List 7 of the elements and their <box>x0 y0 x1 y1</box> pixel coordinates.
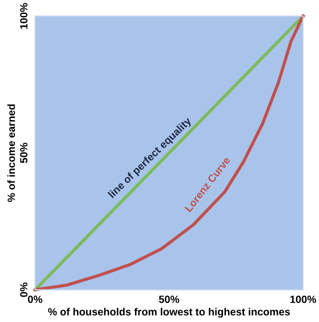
x-axis-title: % of households from lowest to highest incomes <box>48 308 290 318</box>
y-tick-label: 100% <box>20 3 28 29</box>
y-tick-label: 50% <box>20 142 28 164</box>
x-tick-label: 0% <box>28 296 42 304</box>
x-tick-label: 50% <box>158 296 180 304</box>
x-tick-label: 100% <box>290 296 316 304</box>
y-axis-title: % of income earned <box>7 104 15 202</box>
